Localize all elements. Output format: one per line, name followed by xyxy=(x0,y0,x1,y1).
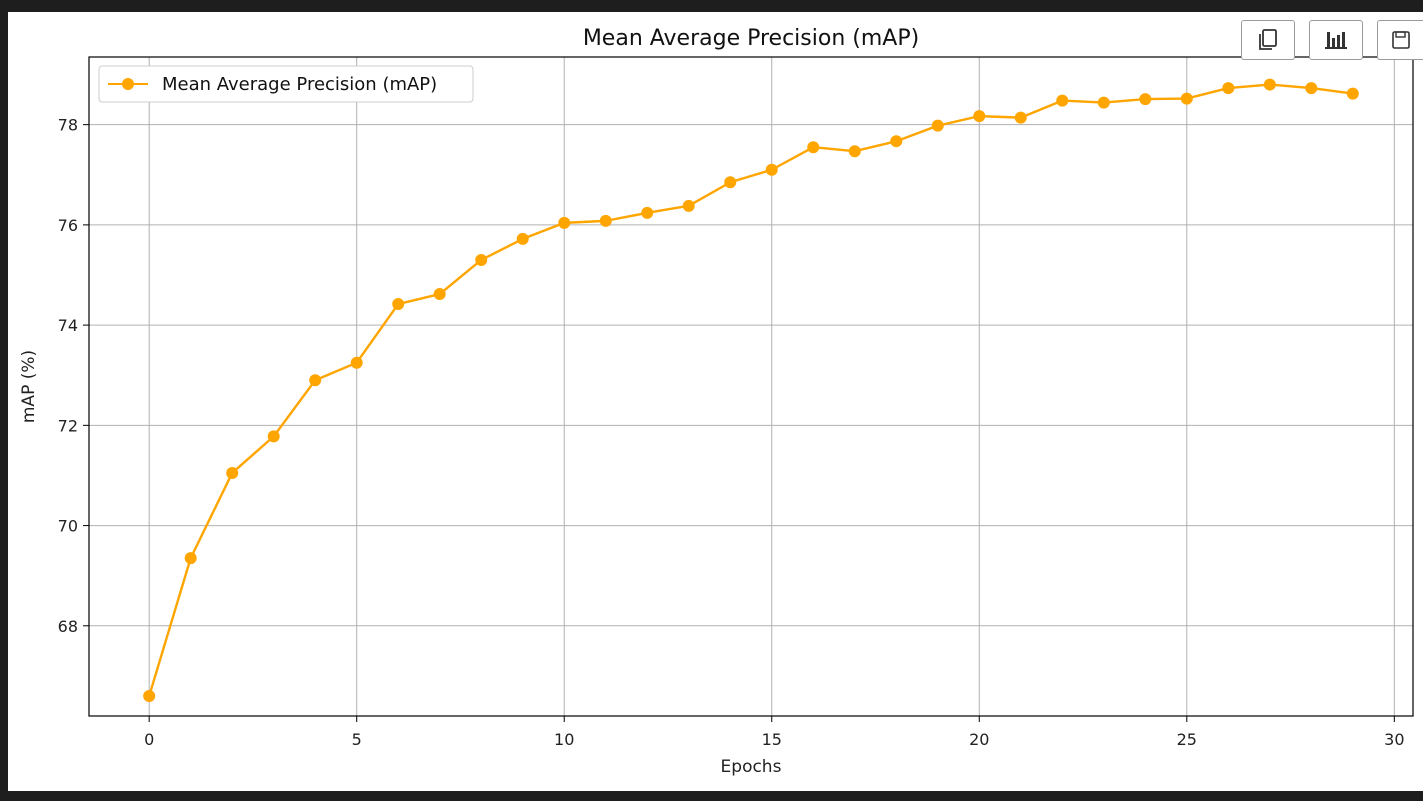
show-data-button[interactable] xyxy=(1309,20,1363,60)
data-point xyxy=(1014,111,1027,124)
copy-button[interactable] xyxy=(1241,20,1295,60)
data-point xyxy=(641,206,654,219)
data-point xyxy=(516,232,529,245)
legend: Mean Average Precision (mAP) xyxy=(98,65,474,103)
data-point xyxy=(724,176,737,189)
data-point xyxy=(143,689,156,702)
data-point xyxy=(1139,93,1152,106)
y-tick-label: 74 xyxy=(58,316,78,335)
x-tick-label: 0 xyxy=(144,730,154,749)
figure-toolbar xyxy=(1241,20,1423,60)
data-point xyxy=(1222,82,1235,95)
copy-icon xyxy=(1259,29,1277,50)
y-tick-label: 78 xyxy=(58,116,78,135)
series-layer xyxy=(143,78,1359,702)
data-point xyxy=(765,163,778,176)
plot-frame xyxy=(88,56,1414,717)
data-point xyxy=(890,135,903,148)
data-point xyxy=(931,119,944,132)
data-point xyxy=(475,253,488,266)
legend-marker-swatch xyxy=(122,78,134,90)
series-line xyxy=(148,83,1353,697)
data-point xyxy=(184,552,197,565)
legend-box xyxy=(98,65,474,103)
legend-entry-label: Mean Average Precision (mAP) xyxy=(162,74,437,95)
y-tick-label: 70 xyxy=(58,517,78,536)
grid-lines xyxy=(89,57,1413,716)
data-point xyxy=(1180,92,1193,105)
x-axis-label: Epochs xyxy=(721,757,782,777)
bar-chart-icon xyxy=(1325,32,1347,49)
data-point xyxy=(433,288,446,301)
y-tick-label: 76 xyxy=(58,216,78,235)
data-point xyxy=(267,430,280,443)
x-tick-label: 10 xyxy=(554,730,574,749)
data-point xyxy=(1263,78,1276,91)
line-chart: 0 5 10 15 20 25 30 68 70 72 74 76 78 Mean Average Pr… xyxy=(19,26,1414,777)
data-point xyxy=(1056,94,1069,107)
y-axis-label: mAP (%) xyxy=(19,350,39,423)
data-point xyxy=(1346,87,1359,100)
chart-title: Mean Average Precision (mAP) xyxy=(583,26,919,51)
data-point xyxy=(599,214,612,227)
data-point xyxy=(807,141,820,154)
x-tick-label: 25 xyxy=(1177,730,1197,749)
data-point xyxy=(848,145,861,158)
data-point xyxy=(973,110,986,123)
y-tick-label: 72 xyxy=(58,416,78,435)
data-point xyxy=(350,356,363,369)
data-point xyxy=(309,374,322,387)
chart-figure: 0 5 10 15 20 25 30 68 70 72 74 76 78 Mean Average Pr… xyxy=(8,12,1423,791)
x-tick-label: 15 xyxy=(762,730,782,749)
data-point xyxy=(1097,96,1110,109)
y-tick-label: 68 xyxy=(58,617,78,636)
data-point xyxy=(682,199,695,212)
data-point xyxy=(392,298,405,311)
data-point xyxy=(558,216,571,229)
x-tick-label: 20 xyxy=(969,730,989,749)
save-icon xyxy=(1391,31,1410,49)
save-button[interactable] xyxy=(1377,20,1423,60)
x-tick-label: 30 xyxy=(1384,730,1404,749)
axis-ticks: 0 5 10 15 20 25 30 68 70 72 74 76 78 xyxy=(58,116,1405,749)
data-point xyxy=(226,466,239,479)
x-tick-label: 5 xyxy=(352,730,362,749)
data-point xyxy=(1305,82,1318,95)
